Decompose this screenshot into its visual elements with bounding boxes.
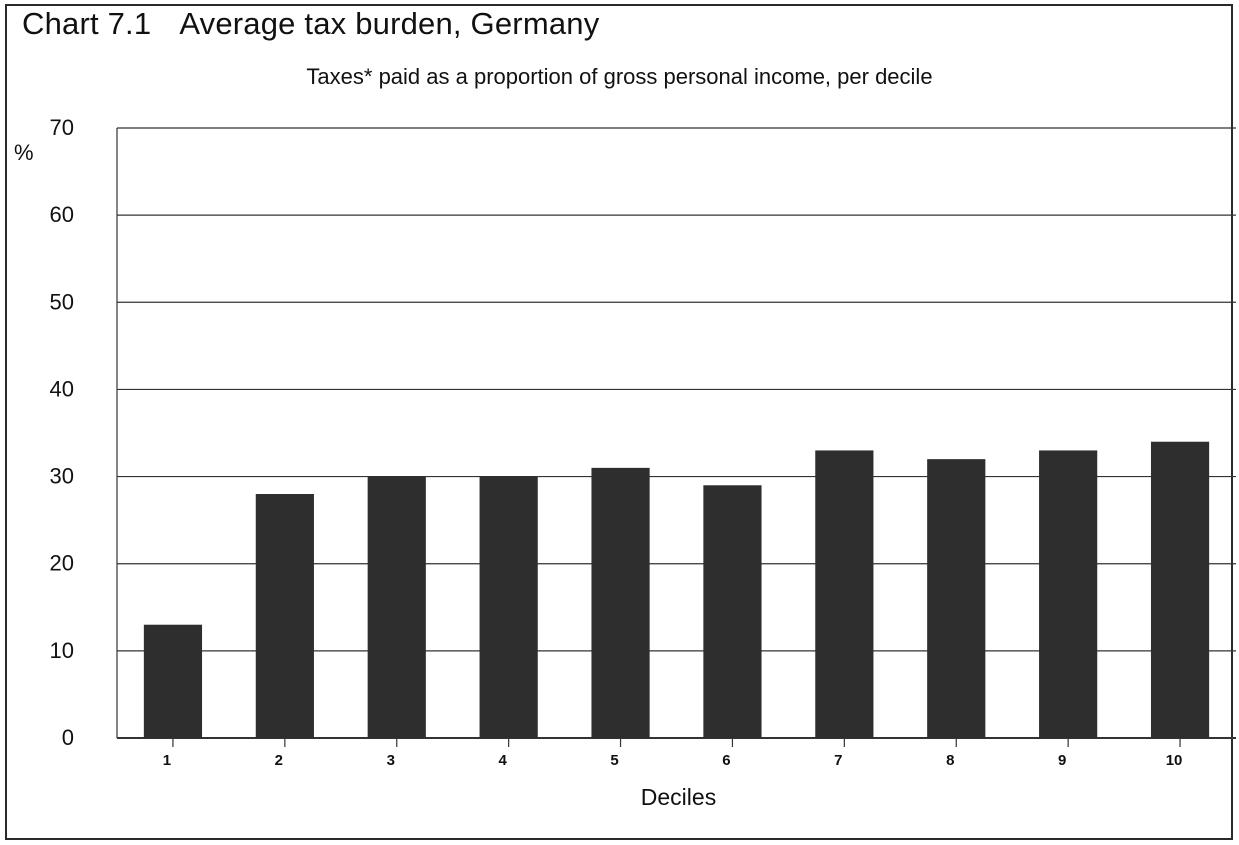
x-tick-label: 8 [946,752,954,769]
bar [1039,450,1098,738]
x-tick-label: 10 [1166,752,1183,769]
bar [591,467,650,738]
x-axis-label: Deciles [641,784,716,810]
x-tick-label: 2 [275,752,283,769]
chart-subtitle: Taxes* paid as a proportion of gross per… [306,64,933,89]
bar [815,450,874,738]
y-tick-label: 70 [50,115,74,140]
bar [1150,441,1210,738]
bar [367,476,426,738]
x-tick-label: 9 [1058,752,1066,769]
x-tick-label: 4 [498,752,507,769]
y-tick-label: 30 [50,464,74,489]
x-tick-label: 6 [722,752,730,769]
x-tick-label: 3 [387,752,395,769]
bar [703,485,762,738]
bar [255,494,314,738]
y-tick-label: 10 [50,638,74,663]
y-axis-label: % [14,140,34,165]
x-tick-label: 7 [834,752,842,769]
bar [479,476,538,738]
y-tick-label: 0 [62,725,74,750]
bar [143,624,203,738]
chart-title-text: Average tax burden, Germany [179,6,600,41]
y-tick-label: 20 [50,551,74,576]
bar [927,459,986,738]
chart-title: Chart 7.1 Average tax burden, Germany [22,6,599,42]
y-tick-label: 60 [50,202,74,227]
y-tick-label: 50 [50,289,74,314]
chart-number: Chart 7.1 [22,6,152,41]
x-tick-label: 1 [163,752,171,769]
x-tick-label: 5 [610,752,618,769]
y-tick-label: 40 [50,376,74,401]
